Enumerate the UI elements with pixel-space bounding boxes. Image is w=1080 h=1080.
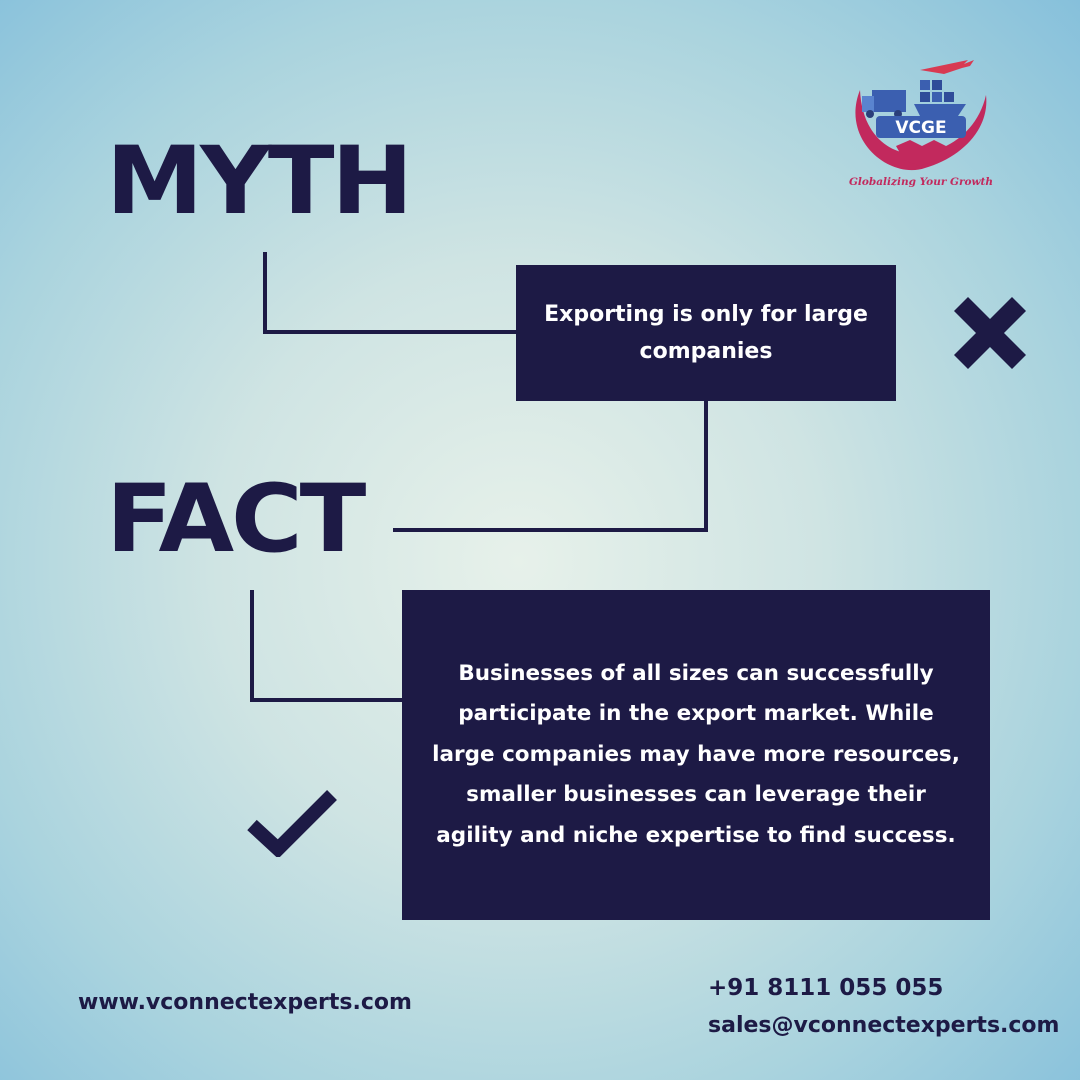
fact-statement-box: Businesses of all sizes can successfully… <box>402 590 990 920</box>
check-icon <box>246 785 338 859</box>
myth-statement-text: Exporting is only for large companies <box>544 302 868 364</box>
fact-box-connector-vertical <box>250 590 254 702</box>
myth-statement-box: Exporting is only for large companies <box>516 265 896 401</box>
myth-connector-horizontal <box>263 330 516 334</box>
logo-tagline: Globalizing Your Growth <box>848 176 994 188</box>
vcge-logo: VCGE <box>840 50 1000 200</box>
logo-graphic: VCGE <box>855 60 987 171</box>
fact-statement-text: Businesses of all sizes can successfully… <box>432 660 960 848</box>
website-link[interactable]: www.vconnectexperts.com <box>78 990 412 1015</box>
fact-connector-vertical <box>704 401 708 532</box>
fact-connector-horizontal <box>393 528 708 532</box>
phone-number[interactable]: +91 8111 055 055 <box>708 975 944 1001</box>
fact-box-connector-horizontal <box>250 698 402 702</box>
myth-connector-vertical <box>263 252 267 334</box>
email-link[interactable]: sales@vconnectexperts.com <box>708 1013 1060 1038</box>
myth-heading: MYTH <box>106 127 413 236</box>
logo-brand-text: VCGE <box>895 118 946 138</box>
fact-heading: FACT <box>106 465 366 574</box>
cross-icon <box>950 293 1030 373</box>
